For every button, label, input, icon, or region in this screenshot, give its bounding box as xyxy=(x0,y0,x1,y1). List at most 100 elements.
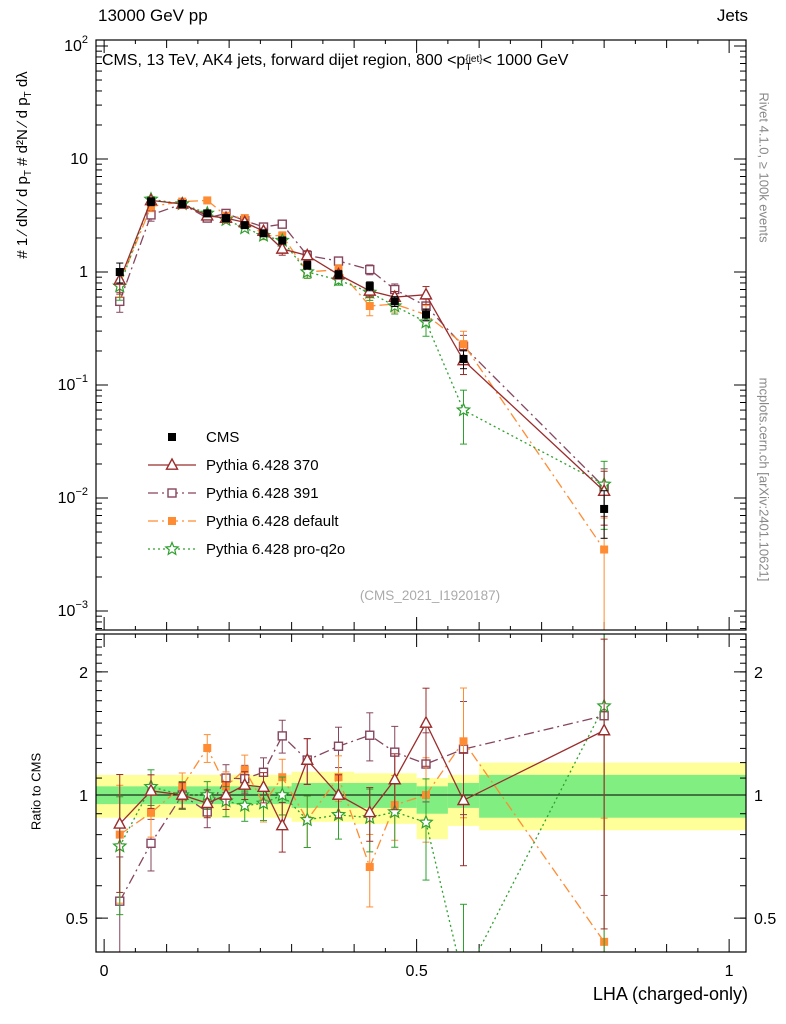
mcplots-credit: mcplots.cern.ch [arXiv:2401.10621] xyxy=(756,377,772,582)
marker xyxy=(113,816,127,829)
marker xyxy=(418,314,434,329)
marker xyxy=(600,545,609,554)
marker xyxy=(256,779,271,793)
marker xyxy=(240,221,249,230)
ratio-bands xyxy=(96,762,746,840)
marker xyxy=(333,256,344,266)
plot-title-text: CMS, 13 TeV, AK4 jets, forward dijet reg… xyxy=(102,52,466,69)
ratio-tick-label-right: 2 xyxy=(754,665,763,682)
x-axis-label: LHA (charged-only) xyxy=(592,984,748,1004)
marker xyxy=(333,741,344,751)
marker xyxy=(278,236,287,245)
marker xyxy=(365,264,375,275)
legend-entry-pythia-6-428-370: Pythia 6.428 370 xyxy=(148,457,319,474)
series-line-ratio-pythia-6-428-391 xyxy=(119,715,605,902)
y-axis-label: # 1 ∕ dN ∕ d pT # d²N ∕ d pT dλ xyxy=(14,71,34,259)
marker xyxy=(222,214,230,223)
marker xyxy=(300,752,314,765)
marker xyxy=(178,199,187,208)
marker xyxy=(167,488,177,498)
ratio-tick-label-left: 1 xyxy=(79,788,88,805)
marker xyxy=(175,787,189,800)
marker xyxy=(300,248,314,261)
marker xyxy=(365,282,374,291)
y-tick-label: 102 xyxy=(64,34,88,55)
marker xyxy=(334,270,343,279)
rivet-version-credit: Rivet 4.1.0, ≥ 100k events xyxy=(756,92,772,243)
main-panel-series xyxy=(112,191,612,630)
legend-label: Pythia 6.428 pro-q2o xyxy=(206,541,345,558)
marker xyxy=(238,777,252,790)
marker xyxy=(219,787,233,800)
series-line-pythia-6-428-391 xyxy=(119,203,605,488)
ratio-panel-frame xyxy=(95,633,747,953)
marker xyxy=(600,504,609,513)
y-tick-label: 10 xyxy=(70,151,88,168)
y-tick-label: 1 xyxy=(79,264,88,281)
marker xyxy=(456,792,471,806)
marker xyxy=(363,804,377,818)
marker xyxy=(277,219,287,229)
ratio-tick-label-left: 2 xyxy=(79,665,88,682)
legend-entry-pythia-6-428-391: Pythia 6.428 391 xyxy=(148,485,319,502)
series-line-pythia-6-428-370 xyxy=(119,199,605,492)
marker xyxy=(418,814,434,829)
marker xyxy=(422,310,430,319)
marker xyxy=(146,838,156,849)
marker xyxy=(387,803,403,819)
x-tick-label: 1 xyxy=(725,963,734,980)
ratio-tick-label-right: 1 xyxy=(754,788,763,805)
marker xyxy=(459,737,468,746)
ratio-panel-series xyxy=(112,634,612,986)
plot-title: CMS, 13 TeV, AK4 jets, forward dijet reg… xyxy=(102,52,569,73)
legend-label: Pythia 6.428 default xyxy=(206,513,339,530)
series-line-pythia-6-428-default xyxy=(119,199,605,550)
marker xyxy=(259,229,268,238)
marker xyxy=(459,340,468,349)
marker xyxy=(299,811,315,827)
marker xyxy=(168,433,176,441)
marker xyxy=(275,241,289,254)
marker xyxy=(303,261,312,270)
legend-label: CMS xyxy=(206,429,239,446)
marker xyxy=(144,783,158,796)
marker xyxy=(203,743,212,752)
marker xyxy=(419,715,433,728)
pt-jet-notation: {jet} T xyxy=(465,53,483,73)
legend-label: Pythia 6.428 391 xyxy=(206,485,319,502)
y-tick-label: 10−2 xyxy=(58,486,88,507)
header-beam-energy: 13000 GeV pp xyxy=(98,6,208,25)
marker xyxy=(597,723,611,736)
marker xyxy=(457,974,469,986)
marker xyxy=(388,772,402,785)
marker xyxy=(365,730,375,740)
marker xyxy=(115,268,124,276)
ratio-tick-label-right: 0.5 xyxy=(754,911,776,928)
marker xyxy=(165,457,179,470)
marker xyxy=(365,863,374,872)
y-tick-label: 10−3 xyxy=(58,599,88,620)
ratio-tick-label-left: 0.5 xyxy=(66,911,88,928)
marker xyxy=(147,197,155,206)
marker xyxy=(459,354,468,363)
marker xyxy=(419,287,433,300)
marker xyxy=(277,731,287,741)
legend-label: Pythia 6.428 370 xyxy=(206,457,319,474)
marker xyxy=(164,540,180,556)
main-panel-frame xyxy=(95,39,747,631)
header-analysis-type: Jets xyxy=(716,6,748,25)
band-green-segment xyxy=(479,774,746,818)
x-tick-label: 0.5 xyxy=(406,963,428,980)
analysis-id-watermark: (CMS_2021_I1920187) xyxy=(359,588,501,603)
marker xyxy=(275,818,289,831)
marker xyxy=(299,263,315,279)
series-line-pythia-6-428-pro-q2o xyxy=(119,198,605,485)
band-green-segment xyxy=(416,786,448,814)
marker xyxy=(365,302,374,311)
marker xyxy=(147,808,155,817)
marker xyxy=(203,196,212,205)
x-tick-label: 0 xyxy=(100,963,109,980)
marker xyxy=(203,209,212,218)
